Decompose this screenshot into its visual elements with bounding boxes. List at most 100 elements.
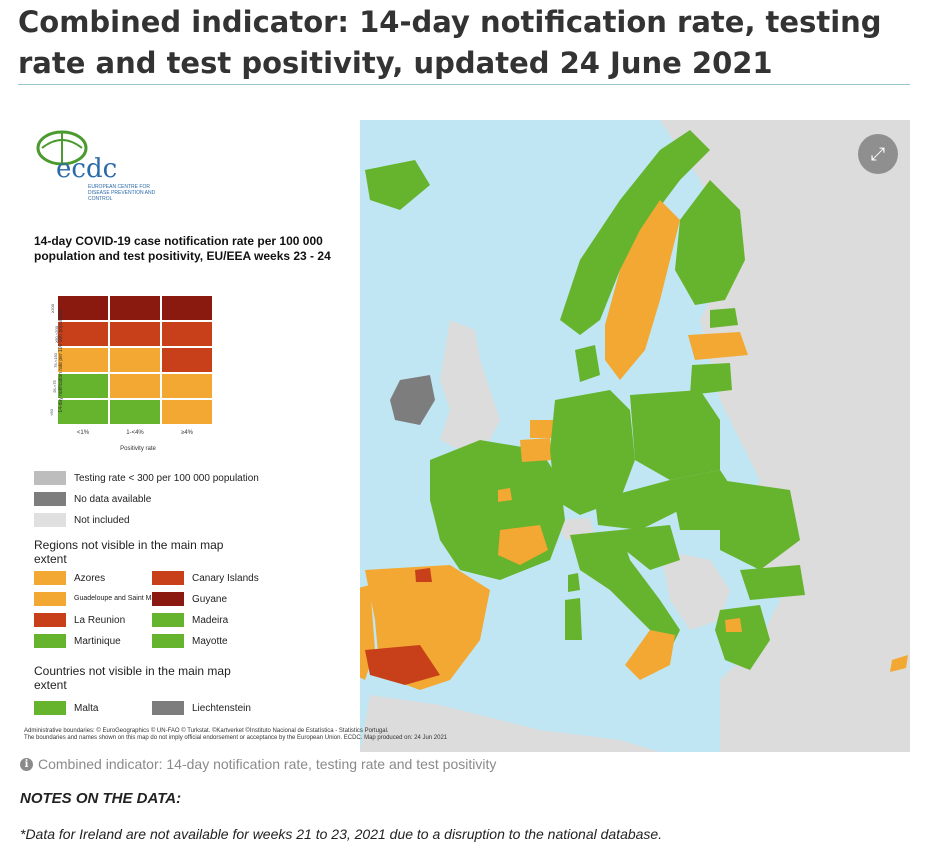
legend-entry: Mayotte [152, 633, 228, 649]
italy [570, 530, 680, 650]
risk-matrix: 14-day notification rate per 100 000 pop… [49, 296, 212, 452]
germany [550, 390, 635, 515]
matrix-cell [58, 322, 108, 346]
denmark [575, 345, 600, 382]
legend-entry: Liechtenstein [152, 700, 251, 716]
legend-swatch [34, 634, 66, 648]
legend-entry: No data available [34, 491, 151, 507]
legend-swatch [34, 471, 66, 485]
legend-swatch [34, 701, 66, 715]
poland [630, 390, 720, 480]
sardinia [565, 598, 582, 640]
legend-swatch [152, 571, 184, 585]
ireland-no-data [390, 375, 435, 425]
matrix-cell [110, 400, 160, 424]
legend-entry: Not included [34, 512, 130, 528]
legend-entry: Martinique [34, 633, 121, 649]
legend-label: Liechtenstein [192, 702, 251, 714]
estonia [710, 308, 738, 328]
legend-title: 14-day COVID-19 case notification rate p… [34, 234, 331, 263]
matrix-cell [58, 348, 108, 372]
countries-heading: Countries not visible in the main map ex… [34, 664, 231, 692]
legend-label: Canary Islands [192, 572, 259, 584]
legend-label: Martinique [74, 635, 121, 647]
logo-wordmark: ecdc [56, 154, 118, 184]
matrix-y-tick: <50 [48, 409, 54, 416]
greece-region [725, 618, 742, 632]
matrix-cell [162, 322, 212, 346]
expand-map-button[interactable]: ⤢ [858, 134, 898, 174]
andalucia [365, 645, 440, 685]
norway [560, 130, 710, 335]
map-legend: ecdc EUROPEAN CENTRE FOR DISEASE PREVENT… [20, 120, 447, 752]
legend-label: Not included [74, 514, 130, 526]
legend-label: La Reunion [74, 614, 126, 626]
romania [720, 480, 800, 570]
credits-line-1: Administrative boundaries: © EuroGeograp… [24, 728, 389, 734]
matrix-cell [58, 400, 108, 424]
matrix-y-axis-label: 14-day notification rate per 100 000 pop… [58, 309, 64, 413]
finland [675, 180, 745, 305]
map-credits: Administrative boundaries: © EuroGeograp… [24, 728, 584, 742]
czechia-austria [595, 480, 680, 530]
ecdc-logo: ecdc EUROPEAN CENTRE FOR DISEASE PREVENT… [34, 126, 155, 202]
matrix-cell [110, 348, 160, 372]
matrix-y-tick: ≥200 [49, 304, 55, 313]
matrix-cell [110, 322, 160, 346]
italy-south-region [625, 630, 675, 680]
legend-label: No data available [74, 493, 152, 505]
legend-entry: Canary Islands [152, 570, 259, 586]
legend-label: Mayotte [192, 635, 228, 647]
matrix-y-tick: 25-<75 [51, 380, 57, 393]
legend-entry: Madeira [152, 612, 228, 628]
matrix-cell [110, 296, 160, 320]
matrix-x-axis-label: Positivity rate [120, 446, 156, 452]
legend-label: Malta [74, 702, 99, 714]
legend-entry: Malta [34, 700, 98, 716]
matrix-cell [162, 348, 212, 372]
matrix-cell [162, 400, 212, 424]
notes-heading: NOTES ON THE DATA: [20, 790, 182, 807]
corsica [568, 573, 580, 592]
cyprus [890, 655, 908, 672]
caption-text: Combined indicator: 14-day notification … [38, 756, 497, 772]
legend-swatch [34, 613, 66, 627]
matrix-y-tick: 75-<150 [52, 353, 58, 368]
matrix-cell [110, 374, 160, 398]
logo-subtext: EUROPEAN CENTRE FOR DISEASE PREVENTION A… [88, 184, 156, 202]
france-southeast-region [498, 525, 548, 565]
matrix-cell [162, 374, 212, 398]
belgium [520, 438, 552, 462]
latvia [688, 332, 748, 360]
legend-swatch [152, 701, 184, 715]
matrix-cell [58, 296, 108, 320]
balkans-non-eu-land [660, 550, 730, 630]
map-panel: ecdc EUROPEAN CENTRE FOR DISEASE PREVENT… [20, 120, 910, 752]
map-caption: i Combined indicator: 14-day notificatio… [20, 756, 496, 772]
page-title: Combined indicator: 14-day notification … [18, 5, 882, 80]
turkey-land [790, 620, 910, 720]
bulgaria [740, 565, 805, 600]
legend-swatch [152, 613, 184, 627]
netherlands [530, 420, 555, 438]
legend-entry: Guadeloupe and Saint Martin [34, 591, 165, 607]
legend-swatch [34, 571, 66, 585]
legend-swatch [34, 592, 66, 606]
matrix-x-tick: ≥4% [181, 430, 193, 436]
credits-line-2: The boundaries and names shown on this m… [24, 735, 448, 741]
globe-icon [36, 130, 88, 166]
matrix-cell [162, 296, 212, 320]
legend-label: Guyane [192, 593, 228, 605]
iceland [365, 160, 430, 210]
matrix-x-tick: <1% [76, 430, 90, 436]
legend-entry: Guyane [152, 591, 227, 607]
legend-label: Madeira [192, 614, 229, 626]
expand-icon: ⤢ [870, 144, 886, 164]
legend-swatch [34, 492, 66, 506]
ireland-footnote: *Data for Ireland are not available for … [20, 826, 663, 842]
croatia-slovenia [620, 525, 680, 570]
info-icon: i [20, 757, 33, 771]
spain-north-region [415, 568, 432, 582]
north-africa-land [360, 695, 660, 752]
lithuania [690, 363, 732, 395]
